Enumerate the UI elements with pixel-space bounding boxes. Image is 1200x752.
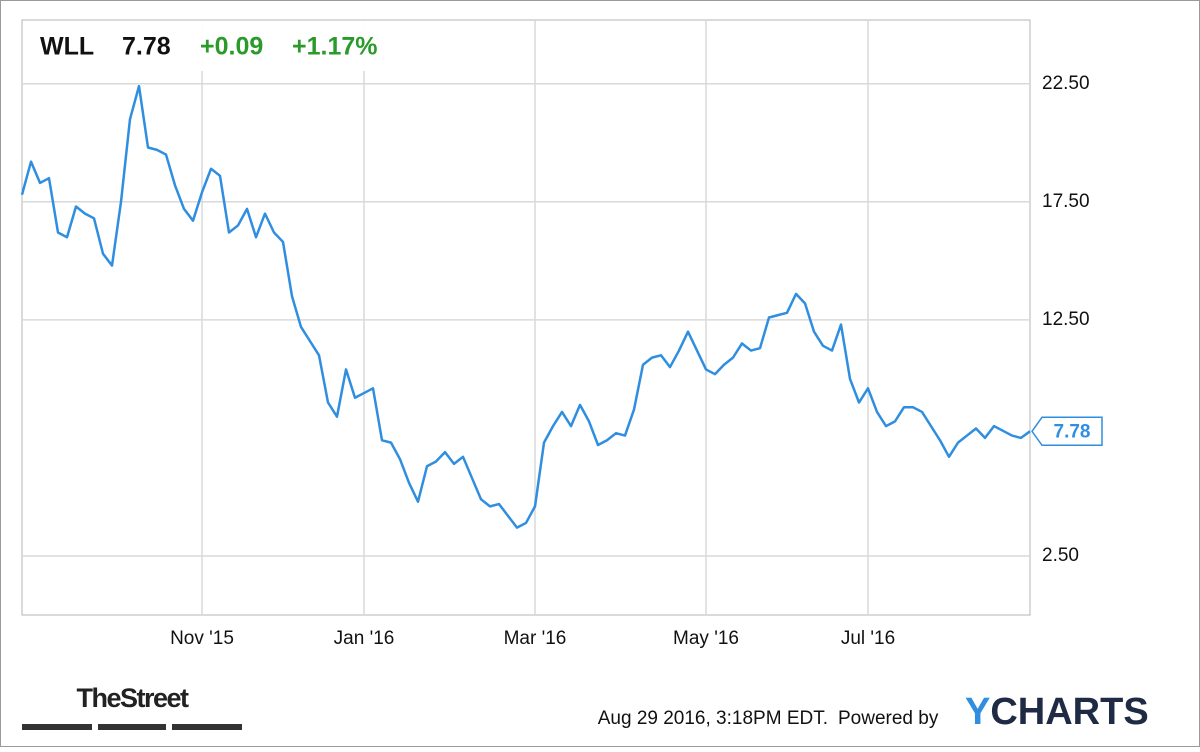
last-value-box <box>1031 416 1103 447</box>
header-box <box>23 21 415 71</box>
brand: YCHARTS <box>965 691 1149 733</box>
logo-bar <box>172 724 242 730</box>
ticker: WLL <box>40 33 94 61</box>
y-tick-label: 2.50 <box>1042 545 1079 566</box>
logo-bar <box>98 724 166 730</box>
logo-bar <box>22 724 92 730</box>
y-tick-label: 17.50 <box>1042 191 1090 212</box>
price-line <box>20 84 1031 529</box>
last-value-label: 7.78 <box>1054 421 1091 442</box>
x-tick-label: Nov '15 <box>170 628 234 649</box>
change-pct: +1.17% <box>292 33 378 61</box>
plot-area <box>21 19 1031 616</box>
timestamp: Aug 29 2016, 3:18PM EDT. <box>598 708 828 729</box>
x-tick-label: May '16 <box>673 628 739 649</box>
lines <box>20 84 1031 529</box>
source-logo: TheStreet <box>76 683 189 713</box>
grid <box>22 20 1030 615</box>
change: +0.09 <box>200 33 263 61</box>
x-tick-label: Mar '16 <box>504 628 567 649</box>
price: 7.78 <box>122 33 171 61</box>
y-tick-label: 12.50 <box>1042 309 1090 330</box>
x-tick-label: Jul '16 <box>841 628 895 649</box>
powered-by: Powered by <box>838 708 939 729</box>
y-tick-label: 22.50 <box>1042 73 1090 94</box>
x-tick-label: Jan '16 <box>334 628 395 649</box>
